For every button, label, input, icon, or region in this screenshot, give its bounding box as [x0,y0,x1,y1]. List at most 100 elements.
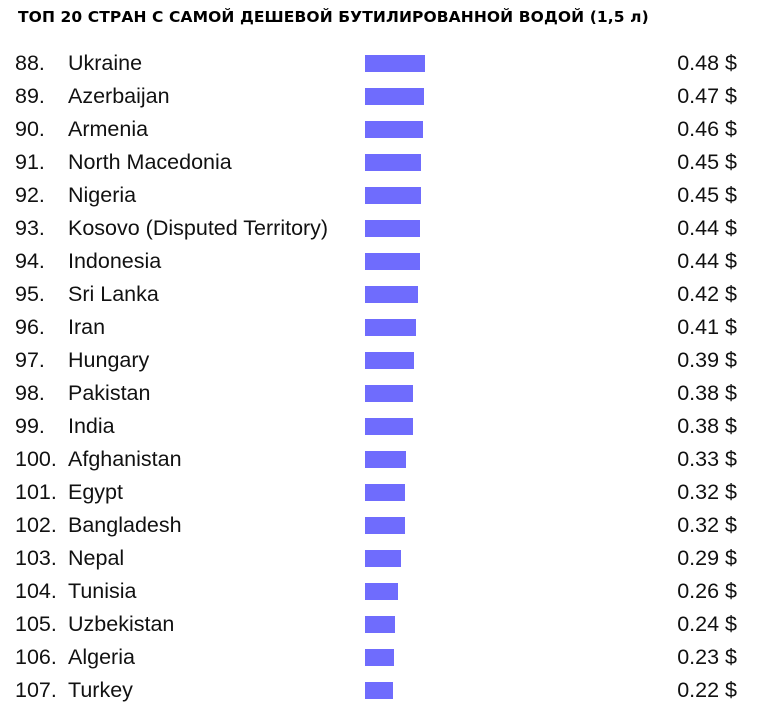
country-label: Afghanistan [68,447,182,471]
chart-bar [365,550,401,567]
rank-label: 105. [15,612,57,636]
rank-label: 89. [15,84,45,108]
rank-label: 91. [15,150,45,174]
country-label: Turkey [68,678,133,702]
rank-label: 88. [15,51,45,75]
chart-bar [365,352,414,369]
chart-bar [365,319,416,336]
chart-row: 106. Algeria 0.23 $ [0,641,763,674]
chart-row: 103. Nepal 0.29 $ [0,542,763,575]
rank-label: 90. [15,117,45,141]
price-label: 0.29 $ [677,546,737,570]
price-label: 0.33 $ [677,447,737,471]
price-label: 0.32 $ [677,513,737,537]
chart-bar [365,451,406,468]
chart-bar [365,253,420,270]
rank-label: 93. [15,216,45,240]
country-label: Tunisia [68,579,137,603]
chart-row: 100. Afghanistan 0.33 $ [0,443,763,476]
chart-bar [365,682,393,699]
chart-bar [365,385,413,402]
country-label: Iran [68,315,106,339]
price-label: 0.39 $ [677,348,737,372]
country-label: Armenia [68,117,149,141]
chart-bar [365,616,395,633]
chart-row: 105. Uzbekistan 0.24 $ [0,608,763,641]
country-label: India [68,414,115,438]
country-label: North Macedonia [68,150,232,174]
chart-row: 91. North Macedonia 0.45 $ [0,146,763,179]
country-label: Azerbaijan [68,84,170,108]
chart-row: 104. Tunisia 0.26 $ [0,575,763,608]
chart-row: 89. Azerbaijan 0.47 $ [0,80,763,113]
chart-row: 96. Iran 0.41 $ [0,311,763,344]
chart-bar [365,484,405,501]
rank-label: 107. [15,678,57,702]
chart-bar [365,55,425,72]
chart-row: 99. India 0.38 $ [0,410,763,443]
price-label: 0.26 $ [677,579,737,603]
rank-label: 103. [15,546,57,570]
price-label: 0.22 $ [677,678,737,702]
chart-bar [365,220,420,237]
chart-row: 92. Nigeria 0.45 $ [0,179,763,212]
rank-label: 101. [15,480,57,504]
country-label: Indonesia [68,249,162,273]
rank-label: 106. [15,645,57,669]
price-label: 0.47 $ [677,84,737,108]
chart-row: 97. Hungary 0.39 $ [0,344,763,377]
chart-row: 101. Egypt 0.32 $ [0,476,763,509]
rank-label: 96. [15,315,45,339]
rank-label: 92. [15,183,45,207]
chart-title: ТОП 20 СТРАН С САМОЙ ДЕШЕВОЙ БУТИЛИРОВАН… [18,8,649,26]
country-label: Pakistan [68,381,151,405]
country-label: Bangladesh [68,513,182,537]
chart-row: 90. Armenia 0.46 $ [0,113,763,146]
chart-row: 102. Bangladesh 0.32 $ [0,509,763,542]
country-label: Uzbekistan [68,612,175,636]
chart-bar [365,583,398,600]
chart-bar [365,517,405,534]
chart-bar [365,649,394,666]
country-label: Egypt [68,480,123,504]
rank-label: 95. [15,282,45,306]
chart-rows: 88. Ukraine 0.48 $ 89. Azerbaijan 0.47 $ 90. Ar… [0,47,763,707]
price-label: 0.32 $ [677,480,737,504]
rank-label: 97. [15,348,45,372]
chart-row: 93. Kosovo (Disputed Territory) 0.44 $ [0,212,763,245]
country-label: Algeria [68,645,135,669]
chart-bar [365,286,418,303]
rank-label: 102. [15,513,57,537]
price-label: 0.45 $ [677,183,737,207]
country-label: Sri Lanka [68,282,159,306]
rank-label: 99. [15,414,45,438]
price-label: 0.24 $ [677,612,737,636]
chart-bar [365,154,421,171]
price-label: 0.42 $ [677,282,737,306]
chart-bar [365,88,424,105]
price-label: 0.41 $ [677,315,737,339]
country-label: Ukraine [68,51,143,75]
price-label: 0.23 $ [677,645,737,669]
price-label: 0.38 $ [677,381,737,405]
price-label: 0.38 $ [677,414,737,438]
price-label: 0.48 $ [677,51,737,75]
chart-row: 107. Turkey 0.22 $ [0,674,763,707]
rank-label: 104. [15,579,57,603]
chart-bar [365,187,421,204]
rank-label: 100. [15,447,57,471]
country-label: Nigeria [68,183,137,207]
country-label: Kosovo (Disputed Territory) [68,216,329,240]
chart-bar [365,418,413,435]
rank-label: 94. [15,249,45,273]
price-label: 0.44 $ [677,216,737,240]
country-label: Hungary [68,348,150,372]
chart-row: 98. Pakistan 0.38 $ [0,377,763,410]
chart-row: 94. Indonesia 0.44 $ [0,245,763,278]
chart-row: 88. Ukraine 0.48 $ [0,47,763,80]
price-label: 0.44 $ [677,249,737,273]
price-label: 0.46 $ [677,117,737,141]
price-label: 0.45 $ [677,150,737,174]
country-label: Nepal [68,546,125,570]
chart-bar [365,121,423,138]
